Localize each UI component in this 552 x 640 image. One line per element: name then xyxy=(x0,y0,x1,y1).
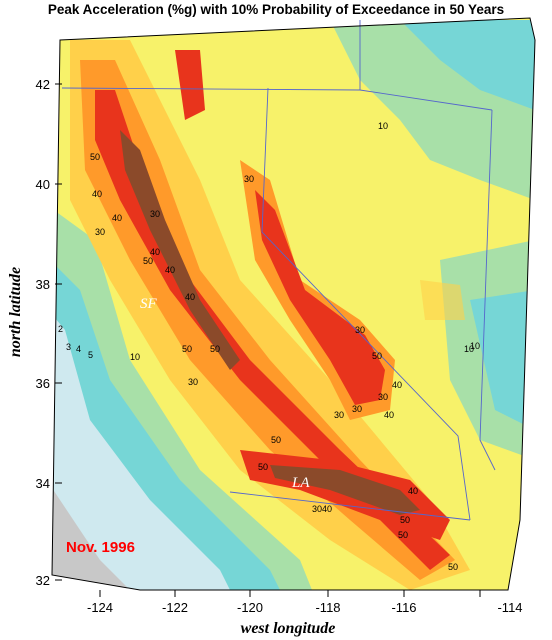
contour-label: 50 xyxy=(398,530,408,540)
contour-label: 5 xyxy=(88,350,93,360)
hazard-zone-offshore-gray xyxy=(52,470,150,590)
x-axis: -124 -122 -120 -118 -116 -114 xyxy=(87,590,523,615)
hazard-zone-very-low xyxy=(52,300,240,590)
contour-label: 10 xyxy=(464,344,474,354)
contour-label: 10 xyxy=(470,341,480,351)
state-boundary-nv-ut xyxy=(479,109,496,471)
x-tick-label: -116 xyxy=(391,600,416,615)
contour-label: 30 xyxy=(355,325,365,335)
state-boundary-ca-nv xyxy=(261,87,471,521)
y-axis-title: north latitude xyxy=(7,267,24,357)
hazard-zone-extreme xyxy=(120,130,240,370)
city-label-sf: SF xyxy=(140,296,158,312)
hazard-zone-low xyxy=(400,20,535,110)
contour-label: 30 xyxy=(150,209,160,219)
contour-label: 30 xyxy=(378,392,388,402)
y-tick-label: 34 xyxy=(36,476,50,491)
x-tick-label: -120 xyxy=(237,600,263,615)
contour-label: 10 xyxy=(130,352,140,362)
contour-label: 40 xyxy=(112,213,122,223)
contour-label: 50 xyxy=(210,344,220,354)
x-axis-title: west longitude xyxy=(241,620,336,637)
state-boundary-mexico xyxy=(229,491,471,521)
city-label-la: LA xyxy=(291,475,310,491)
contour-label: 50 xyxy=(90,152,100,162)
contour-label: 2 xyxy=(58,324,63,334)
hazard-zone-low xyxy=(470,290,535,430)
y-tick-label: 38 xyxy=(36,277,50,292)
contour-label: 10 xyxy=(378,121,388,131)
hazard-contour-fill xyxy=(52,18,535,590)
contour-label: 40 xyxy=(392,380,402,390)
contour-label: 50 xyxy=(448,562,458,572)
state-boundaries xyxy=(61,20,496,521)
x-tick-label: -114 xyxy=(497,600,522,615)
map-frame xyxy=(51,17,536,591)
contour-label: 30 xyxy=(188,377,198,387)
contour-label: 40 xyxy=(408,486,418,496)
y-tick-label: 32 xyxy=(36,573,50,588)
contour-label: 50 xyxy=(372,351,382,361)
contour-label: 40 xyxy=(185,292,195,302)
date-stamp: Nov. 1996 xyxy=(66,539,135,556)
contour-label: 50 xyxy=(143,256,153,266)
contour-label: 40 xyxy=(384,410,394,420)
contour-label: 30 xyxy=(244,174,254,184)
hazard-zone-mid-high xyxy=(420,280,465,320)
x-tick-label: -118 xyxy=(315,600,340,615)
hazard-zone-very-high xyxy=(175,50,205,120)
contour-label: 50 xyxy=(258,462,268,472)
hazard-zone-mid-high xyxy=(70,40,470,590)
y-tick-label: 40 xyxy=(36,177,50,192)
hazard-zone-extreme xyxy=(270,465,420,515)
x-tick-label: -124 xyxy=(87,600,113,615)
y-tick-label: 36 xyxy=(36,376,50,391)
contour-label: 3 xyxy=(66,342,71,352)
y-axis: 42 40 38 36 34 32 xyxy=(36,77,62,588)
contour-label: 50 xyxy=(400,515,410,525)
hazard-zone-very-high xyxy=(255,190,385,405)
contour-label: 4 xyxy=(76,344,81,354)
contour-label: 40 xyxy=(92,189,102,199)
y-tick-label: 42 xyxy=(36,77,50,92)
contour-label: 30 xyxy=(352,404,362,414)
map-title: Peak Acceleration (%g) with 10% Probabil… xyxy=(47,2,505,17)
contour-label: 40 xyxy=(150,247,160,257)
contour-label: 30 xyxy=(334,410,344,420)
contour-label: 3040 xyxy=(312,504,332,514)
contour-label: 30 xyxy=(95,227,105,237)
contour-label: 50 xyxy=(271,435,281,445)
contour-label: 50 xyxy=(182,344,192,354)
x-tick-label: -122 xyxy=(162,600,188,615)
contour-label: 40 xyxy=(165,265,175,275)
contour-labels: 10 30 50 40 40 30 40 30 50 40 50 30 40 5… xyxy=(58,121,480,572)
